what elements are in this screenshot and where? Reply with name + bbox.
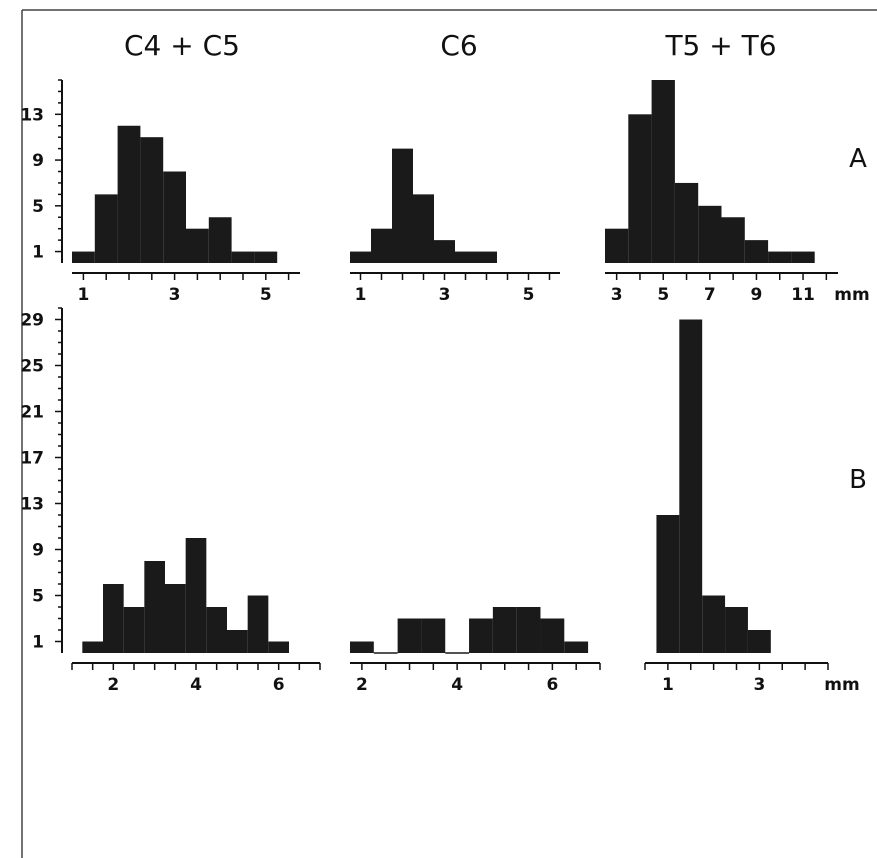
x-tick-label: 3 — [611, 285, 623, 305]
histogram-bar — [469, 618, 493, 653]
histogram-bar — [628, 114, 652, 263]
y-tick-label: 29 — [20, 311, 44, 331]
y-tick-label: 21 — [20, 403, 44, 423]
histogram-bar — [476, 251, 497, 263]
histogram-bar — [123, 607, 145, 653]
histogram-bar — [94, 194, 118, 263]
x-tick-label: 6 — [546, 675, 558, 695]
panel-b-c6: 2 4 6 — [350, 607, 601, 695]
x-tick-label: 5 — [523, 285, 535, 305]
histogram-bar — [698, 205, 722, 263]
panel-b-t5-t6: 1 3 mm — [644, 319, 860, 695]
y-tick-label: 5 — [32, 587, 44, 607]
histogram-bar — [747, 630, 771, 653]
x-unit-label: mm — [834, 285, 869, 305]
histogram-bar — [702, 595, 726, 653]
histogram-bar — [674, 182, 699, 263]
histogram-bar — [540, 618, 565, 653]
histogram-bar — [371, 228, 392, 263]
histogram-bar — [117, 125, 141, 263]
x-tick-label: 9 — [751, 285, 763, 305]
x-tick-label: 3 — [169, 285, 181, 305]
histogram-bar — [350, 641, 374, 653]
histogram-bar — [605, 228, 629, 263]
histogram-bar — [144, 561, 165, 653]
histogram-bar — [72, 251, 95, 263]
histogram-bar — [227, 630, 248, 653]
histogram-bar — [247, 595, 269, 653]
histogram-bar — [434, 240, 455, 263]
row-label-a: A — [849, 144, 867, 174]
x-tick-label: 1 — [662, 675, 674, 695]
histogram-bar — [392, 148, 413, 263]
x-unit-label: mm — [824, 675, 859, 695]
histogram-bar — [185, 538, 207, 653]
y-tick-label: 9 — [32, 151, 44, 171]
panel-b-c4-c5: 2 4 6 — [71, 538, 321, 695]
histogram-bar — [516, 607, 541, 653]
row-a-y-axis: 1 5 9 13 — [20, 79, 63, 263]
histogram-bar — [791, 251, 815, 263]
histogram-bar — [413, 194, 434, 263]
histogram-bar — [651, 80, 675, 263]
histogram-bar — [421, 618, 446, 653]
histogram-bar — [208, 217, 232, 263]
histogram-bar — [268, 641, 289, 653]
row-label-b: B — [849, 465, 867, 495]
histogram-bar — [350, 251, 371, 263]
histogram-bar — [165, 584, 186, 653]
x-tick-label: 4 — [451, 675, 463, 695]
histogram-bar — [397, 618, 422, 653]
histogram-bar — [492, 607, 517, 653]
histogram-bar — [455, 251, 476, 263]
column-title-c4-c5: C4 + C5 — [124, 29, 240, 62]
y-tick-label: 13 — [20, 105, 44, 125]
x-tick-label: 2 — [107, 675, 119, 695]
histogram-bar — [721, 217, 745, 263]
y-tick-label: 1 — [32, 633, 44, 653]
histogram-bar — [140, 137, 164, 263]
x-tick-label: 4 — [190, 675, 202, 695]
y-tick-label: 25 — [20, 357, 44, 377]
histogram-bar — [206, 607, 227, 653]
y-tick-label: 5 — [32, 197, 44, 217]
x-tick-label: 5 — [260, 285, 272, 305]
column-title-t5-t6: T5 + T6 — [664, 29, 776, 62]
x-tick-label: 1 — [77, 285, 89, 305]
row-b-y-axis: 1 5 9 13 17 21 25 29 — [20, 307, 63, 653]
panel-a-t5-t6: 3 5 7 9 11 mm — [605, 80, 870, 305]
histogram-bar — [656, 515, 680, 653]
x-tick-label: 11 — [791, 285, 815, 305]
histogram-bar — [254, 251, 278, 263]
panel-a-c6: 1 3 5 — [350, 148, 560, 305]
x-tick-label: 2 — [356, 675, 368, 695]
y-tick-label: 9 — [32, 541, 44, 561]
y-tick-label: 13 — [20, 495, 44, 515]
x-tick-label: 1 — [355, 285, 367, 305]
histogram-bar — [679, 319, 703, 653]
y-tick-label: 17 — [20, 449, 44, 469]
y-tick-label: 1 — [32, 243, 44, 263]
histogram-bar — [768, 251, 792, 263]
column-title-c6: C6 — [440, 29, 477, 62]
histogram-bar — [186, 228, 209, 263]
histogram-bar — [744, 240, 769, 263]
x-tick-label: 3 — [439, 285, 451, 305]
panel-a-c4-c5: 1 3 5 — [72, 125, 300, 305]
histogram-bar — [231, 251, 255, 263]
x-tick-label: 3 — [753, 675, 765, 695]
histogram-bar — [725, 607, 748, 653]
x-tick-label: 7 — [704, 285, 716, 305]
histogram-bar — [163, 171, 186, 263]
histogram-bar — [82, 641, 103, 653]
x-tick-label: 5 — [657, 285, 669, 305]
histogram-bar — [564, 641, 589, 653]
histogram-bar — [103, 584, 124, 653]
x-tick-label: 6 — [273, 675, 285, 695]
